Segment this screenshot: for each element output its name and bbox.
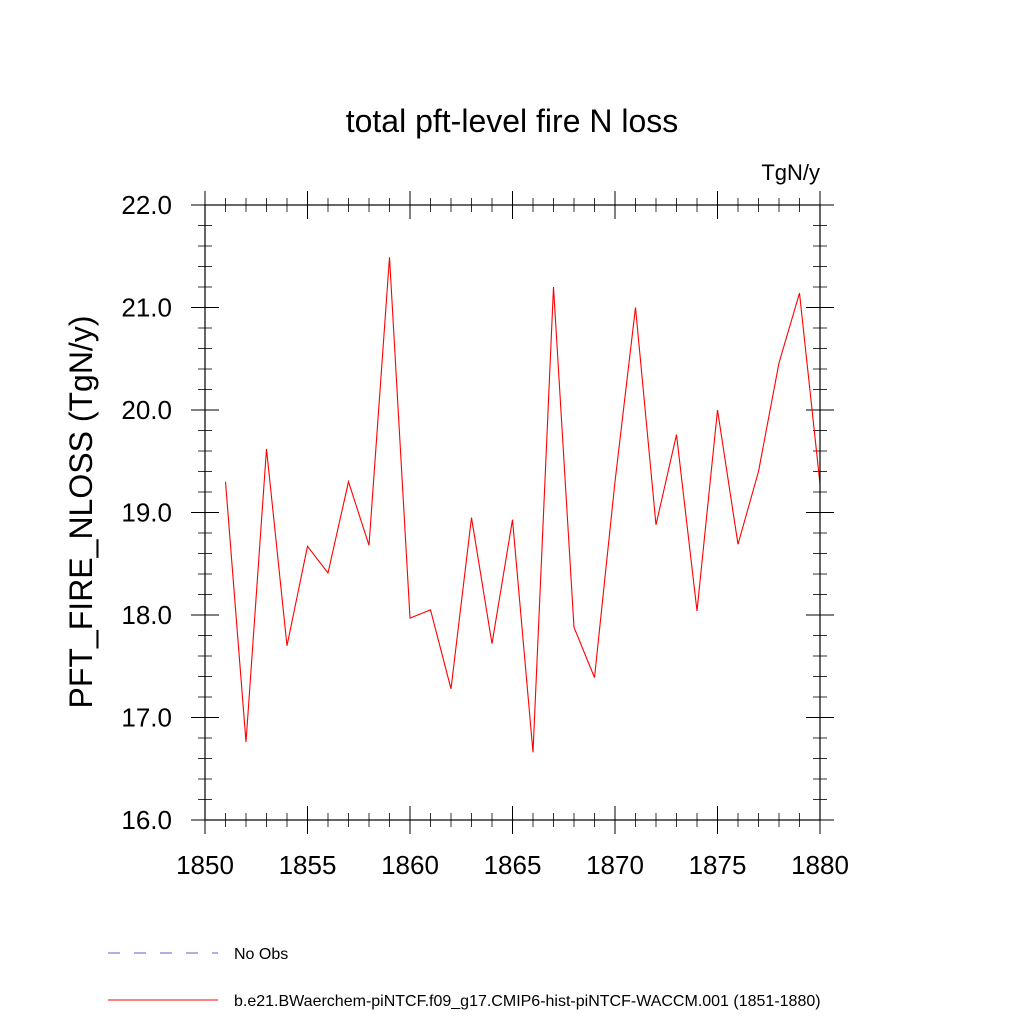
x-tick-label: 1880 (791, 850, 849, 880)
x-tick-label: 1850 (176, 850, 234, 880)
y-tick-label: 19.0 (121, 498, 172, 528)
tick-labels: 1850 1855 1860 1865 1870 1875 1880 16.0 17.0 18.0… (121, 190, 849, 880)
units-label: TgN/y (761, 160, 820, 185)
y-tick-label: 17.0 (121, 703, 172, 733)
y-tick-label: 18.0 (121, 600, 172, 630)
y-tick-label: 16.0 (121, 805, 172, 835)
x-tick-label: 1870 (586, 850, 644, 880)
y-axis-label: PFT_FIRE_NLOSS (TgN/y) (63, 316, 99, 709)
x-tick-label: 1865 (484, 850, 542, 880)
data-series (224, 257, 821, 753)
legend-label-model: b.e21.BWaerchem-piNTCF.f09_g17.CMIP6-his… (234, 993, 821, 1010)
series-line-0 (224, 257, 821, 753)
tick-marks (191, 191, 834, 834)
x-tick-label: 1855 (279, 850, 337, 880)
y-tick-label: 22.0 (121, 190, 172, 220)
x-tick-label: 1875 (689, 850, 747, 880)
legend-label-no-obs: No Obs (234, 946, 288, 963)
y-tick-label: 20.0 (121, 395, 172, 425)
plot-frame (204, 204, 821, 821)
x-tick-label: 1860 (381, 850, 439, 880)
y-tick-label: 21.0 (121, 293, 172, 323)
chart-title: total pft-level fire N loss (346, 103, 679, 139)
legend: No Obs b.e21.BWaerchem-piNTCF.f09_g17.CM… (108, 946, 821, 1010)
